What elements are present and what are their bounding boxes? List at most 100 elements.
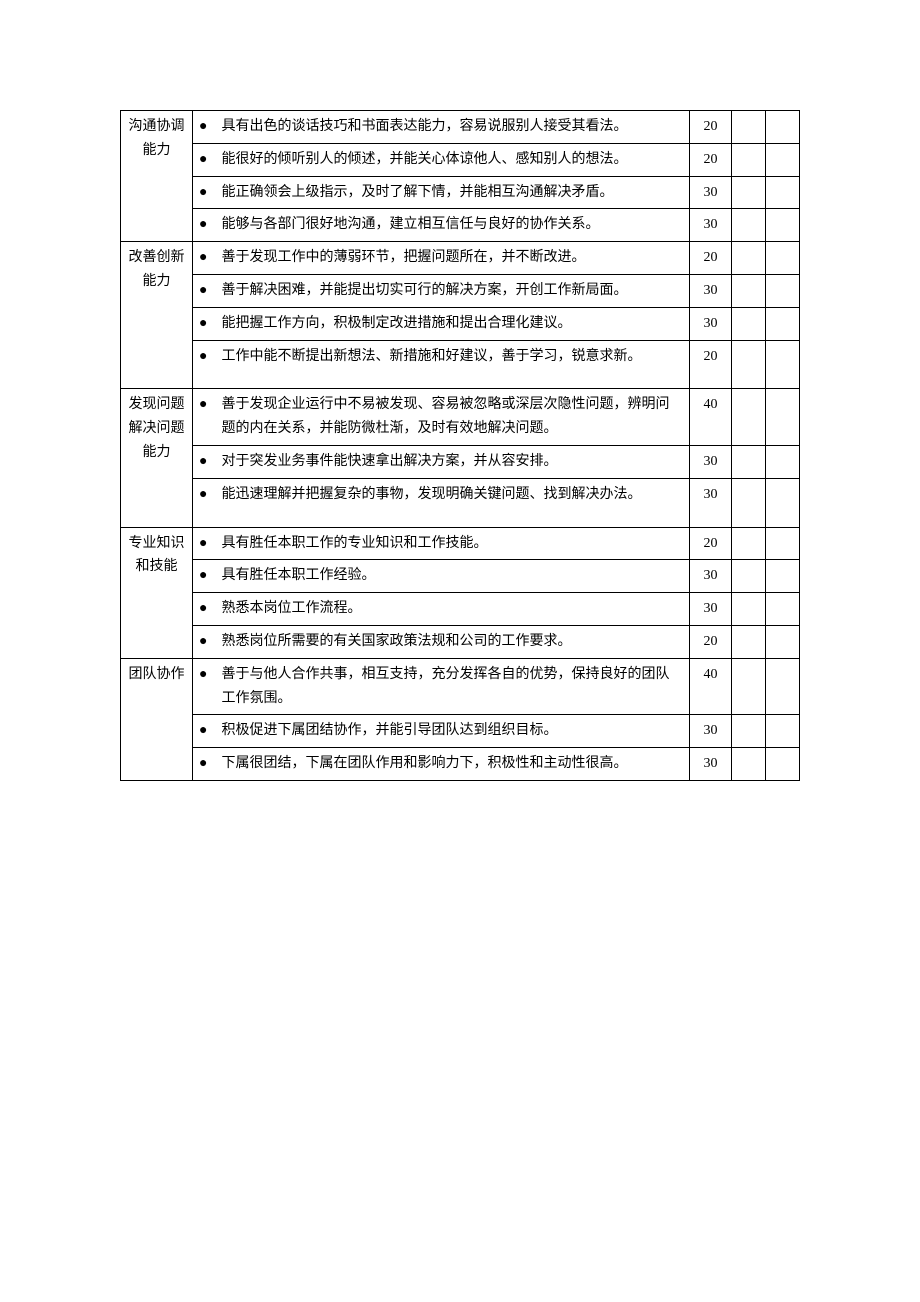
blank-cell bbox=[766, 593, 800, 626]
description-text: 能迅速理解并把握复杂的事物，发现明确关键问题、找到解决办法。 bbox=[221, 483, 683, 507]
table-row: 团队协作●善于与他人合作共事，相互支持，充分发挥各自的优势，保持良好的团队工作氛… bbox=[121, 658, 800, 715]
description-cell: ● 工作中能不断提出新想法、新措施和好建议，善于学习，锐意求新。 bbox=[193, 340, 690, 389]
bullet-icon: ● bbox=[199, 148, 207, 172]
bullet-icon: ● bbox=[199, 393, 207, 417]
description-cell: ●善于与他人合作共事，相互支持，充分发挥各自的优势，保持良好的团队工作氛围。 bbox=[193, 658, 690, 715]
blank-cell bbox=[732, 527, 766, 560]
blank-cell bbox=[766, 274, 800, 307]
table-row: ●能够与各部门很好地沟通，建立相互信任与良好的协作关系。30 bbox=[121, 209, 800, 242]
table-row: ● 熟悉岗位所需要的有关国家政策法规和公司的工作要求。 20 bbox=[121, 625, 800, 658]
blank-cell bbox=[766, 527, 800, 560]
blank-cell bbox=[732, 748, 766, 781]
score-cell: 30 bbox=[690, 748, 732, 781]
bullet-icon: ● bbox=[199, 246, 207, 270]
blank-cell bbox=[766, 389, 800, 446]
description-text: 熟悉岗位所需要的有关国家政策法规和公司的工作要求。 bbox=[221, 630, 683, 654]
table-row: ●能把握工作方向，积极制定改进措施和提出合理化建议。30 bbox=[121, 307, 800, 340]
bullet-icon: ● bbox=[199, 663, 207, 687]
score-cell: 20 bbox=[690, 143, 732, 176]
description-text: 能够与各部门很好地沟通，建立相互信任与良好的协作关系。 bbox=[221, 213, 683, 237]
blank-cell bbox=[732, 593, 766, 626]
blank-cell bbox=[766, 445, 800, 478]
score-cell: 30 bbox=[690, 560, 732, 593]
score-cell: 30 bbox=[690, 445, 732, 478]
bullet-icon: ● bbox=[199, 630, 207, 654]
description-text: 具有胜任本职工作经验。 bbox=[221, 564, 683, 588]
description-cell: ●能正确领会上级指示，及时了解下情，并能相互沟通解决矛盾。 bbox=[193, 176, 690, 209]
score-cell: 40 bbox=[690, 389, 732, 446]
blank-cell bbox=[732, 274, 766, 307]
blank-cell bbox=[732, 307, 766, 340]
bullet-icon: ● bbox=[199, 752, 207, 776]
table-row: ●积极促进下属团结协作，并能引导团队达到组织目标。30 bbox=[121, 715, 800, 748]
blank-cell bbox=[766, 143, 800, 176]
bullet-icon: ● bbox=[199, 312, 207, 336]
score-cell: 30 bbox=[690, 478, 732, 527]
blank-cell bbox=[732, 176, 766, 209]
score-cell: 40 bbox=[690, 658, 732, 715]
bullet-icon: ● bbox=[199, 345, 207, 369]
table-row: ●能正确领会上级指示，及时了解下情，并能相互沟通解决矛盾。30 bbox=[121, 176, 800, 209]
description-text: 具有出色的谈话技巧和书面表达能力，容易说服别人接受其看法。 bbox=[221, 115, 683, 139]
score-cell: 30 bbox=[690, 715, 732, 748]
category-cell: 沟通协调能力 bbox=[121, 111, 193, 242]
bullet-icon: ● bbox=[199, 213, 207, 237]
table-row: ● 工作中能不断提出新想法、新措施和好建议，善于学习，锐意求新。 20 bbox=[121, 340, 800, 389]
description-cell: ●能很好的倾听别人的倾述，并能关心体谅他人、感知别人的想法。 bbox=[193, 143, 690, 176]
blank-cell bbox=[766, 478, 800, 527]
table-row: 改善创新能力●善于发现工作中的薄弱环节，把握问题所在，并不断改进。20 bbox=[121, 242, 800, 275]
description-text: 积极促进下属团结协作，并能引导团队达到组织目标。 bbox=[221, 719, 683, 743]
description-cell: ●具有胜任本职工作的专业知识和工作技能。 bbox=[193, 527, 690, 560]
description-cell: ● 具有出色的谈话技巧和书面表达能力，容易说服别人接受其看法。 bbox=[193, 111, 690, 144]
bullet-icon: ● bbox=[199, 115, 207, 139]
description-cell: ●能把握工作方向，积极制定改进措施和提出合理化建议。 bbox=[193, 307, 690, 340]
table-row: ●善于解决困难，并能提出切实可行的解决方案，开创工作新局面。30 bbox=[121, 274, 800, 307]
blank-cell bbox=[766, 209, 800, 242]
blank-cell bbox=[732, 340, 766, 389]
description-text: 工作中能不断提出新想法、新措施和好建议，善于学习，锐意求新。 bbox=[221, 345, 683, 369]
bullet-icon: ● bbox=[199, 483, 207, 507]
description-text: 对于突发业务事件能快速拿出解决方案，并从容安排。 bbox=[221, 450, 683, 474]
blank-cell bbox=[732, 242, 766, 275]
description-cell: ● 熟悉岗位所需要的有关国家政策法规和公司的工作要求。 bbox=[193, 625, 690, 658]
description-cell: ● 能够与各部门很好地沟通，建立相互信任与良好的协作关系。 bbox=[193, 209, 690, 242]
table-row: ●熟悉本岗位工作流程。30 bbox=[121, 593, 800, 626]
evaluation-table: 沟通协调能力●具有出色的谈话技巧和书面表达能力，容易说服别人接受其看法。20●能… bbox=[120, 110, 800, 781]
score-cell: 30 bbox=[690, 307, 732, 340]
description-cell: ● 具有胜任本职工作经验。 bbox=[193, 560, 690, 593]
blank-cell bbox=[766, 560, 800, 593]
table-row: ● 具有胜任本职工作经验。 30 bbox=[121, 560, 800, 593]
table-row: 专业知识和技能●具有胜任本职工作的专业知识和工作技能。20 bbox=[121, 527, 800, 560]
bullet-icon: ● bbox=[199, 597, 207, 621]
category-cell: 专业知识和技能 bbox=[121, 527, 193, 658]
description-cell: ●善于发现企业运行中不易被发现、容易被忽略或深层次隐性问题，辨明问题的内在关系，… bbox=[193, 389, 690, 446]
description-cell: ●积极促进下属团结协作，并能引导团队达到组织目标。 bbox=[193, 715, 690, 748]
description-cell: ●善于发现工作中的薄弱环节，把握问题所在，并不断改进。 bbox=[193, 242, 690, 275]
description-cell: ●下属很团结，下属在团队作用和影响力下，积极性和主动性很高。 bbox=[193, 748, 690, 781]
score-cell: 30 bbox=[690, 176, 732, 209]
score-cell: 20 bbox=[690, 340, 732, 389]
bullet-icon: ● bbox=[199, 181, 207, 205]
score-cell: 20 bbox=[690, 527, 732, 560]
blank-cell bbox=[766, 340, 800, 389]
description-text: 熟悉本岗位工作流程。 bbox=[221, 597, 683, 621]
table-row: ●对于突发业务事件能快速拿出解决方案，并从容安排。30 bbox=[121, 445, 800, 478]
blank-cell bbox=[766, 715, 800, 748]
blank-cell bbox=[732, 111, 766, 144]
blank-cell bbox=[732, 445, 766, 478]
category-cell: 团队协作 bbox=[121, 658, 193, 780]
category-cell: 发现问题解决问题能力 bbox=[121, 389, 193, 527]
score-cell: 20 bbox=[690, 111, 732, 144]
blank-cell bbox=[766, 658, 800, 715]
bullet-icon: ● bbox=[199, 564, 207, 588]
document-page: 沟通协调能力●具有出色的谈话技巧和书面表达能力，容易说服别人接受其看法。20●能… bbox=[0, 0, 920, 781]
category-cell: 改善创新能力 bbox=[121, 242, 193, 389]
blank-cell bbox=[766, 625, 800, 658]
table-row: 发现问题解决问题能力●善于发现企业运行中不易被发现、容易被忽略或深层次隐性问题，… bbox=[121, 389, 800, 446]
blank-cell bbox=[766, 176, 800, 209]
score-cell: 20 bbox=[690, 625, 732, 658]
blank-cell bbox=[732, 625, 766, 658]
description-cell: ● 熟悉本岗位工作流程。 bbox=[193, 593, 690, 626]
bullet-icon: ● bbox=[199, 279, 207, 303]
blank-cell bbox=[732, 715, 766, 748]
